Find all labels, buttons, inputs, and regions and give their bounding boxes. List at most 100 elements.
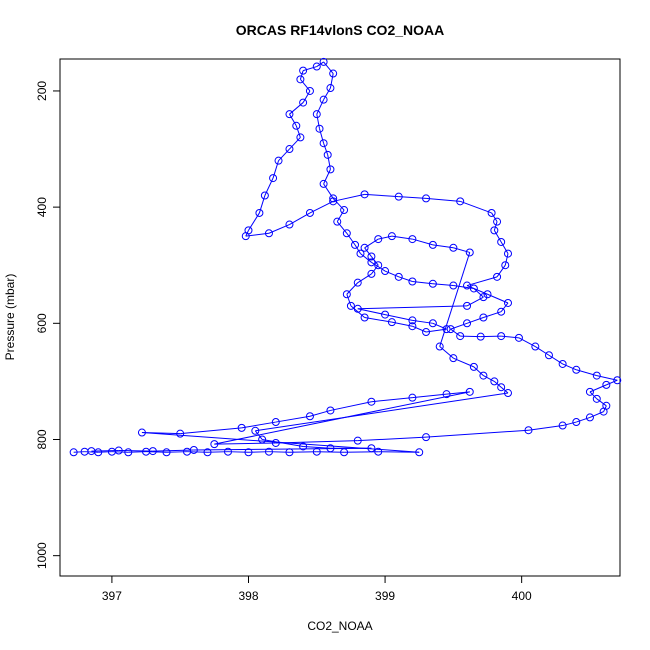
data-point (483, 290, 492, 299)
data-point (315, 124, 324, 133)
data-point (428, 240, 437, 249)
data-point (260, 191, 269, 200)
data-point (162, 448, 171, 457)
series-line-segment (576, 416, 591, 423)
data-point (360, 313, 369, 322)
series-line-segment (466, 296, 484, 307)
data-point (465, 248, 474, 257)
data-point (479, 371, 488, 380)
data-point (340, 448, 349, 457)
series-line-segment (275, 415, 311, 423)
data-point (285, 110, 294, 119)
series-line-segment (141, 432, 181, 435)
series-line-segment (302, 66, 317, 72)
data-point (497, 332, 506, 341)
series-line-segment (330, 401, 372, 411)
data-point (493, 217, 502, 226)
y-axis: 200 400 600 800 1000 (35, 81, 60, 569)
series-line-segment (241, 421, 276, 429)
x-tick-label: 397 (102, 589, 122, 603)
data-point (351, 240, 360, 249)
data-point (422, 433, 431, 442)
series-line-segment (193, 447, 372, 451)
data-point (69, 448, 78, 457)
data-point (244, 448, 253, 457)
data-point (367, 252, 376, 261)
data-point (271, 418, 280, 427)
data-point (203, 448, 212, 457)
data-point (602, 380, 611, 389)
data-point (422, 194, 431, 203)
series-line-segment (412, 325, 427, 333)
data-point (463, 301, 472, 310)
plot-area: 397 398 399 400 200 400 600 800 1000 (35, 57, 622, 603)
series-line-segment (439, 346, 454, 359)
series-line-segment (596, 398, 607, 407)
series-line-segment (128, 451, 147, 453)
series-line-segment (398, 196, 427, 199)
series-line-segment (214, 442, 276, 445)
data-point (353, 304, 362, 313)
data-point (544, 351, 553, 360)
data-point (456, 197, 465, 206)
data-point (296, 75, 305, 84)
data-point (312, 447, 321, 456)
series-line-segment (589, 384, 607, 393)
data-point (367, 444, 376, 453)
data-point (572, 418, 581, 427)
series-line-segment (364, 238, 379, 249)
series-line-segment (278, 148, 290, 161)
data-point (299, 66, 308, 75)
data-point (497, 237, 506, 246)
data-point (415, 448, 424, 457)
series-line-segment (255, 392, 509, 432)
data-point (319, 95, 328, 104)
data-point (87, 447, 96, 456)
data-point (449, 281, 458, 290)
chart-title: ORCAS RF14vlonS CO2_NOAA (236, 22, 444, 38)
series-line-segment (589, 391, 598, 400)
data-point (387, 232, 396, 241)
data-point (137, 428, 146, 437)
data-point (463, 281, 472, 290)
series-line-segment (360, 253, 372, 263)
data-point (323, 150, 332, 159)
data-point (296, 133, 305, 142)
data-point (274, 156, 283, 165)
series-line-segment (272, 160, 280, 179)
data-point (285, 145, 294, 154)
data-point (342, 290, 351, 299)
series-line-segment (412, 393, 447, 399)
data-point (367, 258, 376, 267)
data-point (148, 447, 157, 456)
data-point (285, 220, 294, 229)
data-point (251, 426, 260, 435)
data-point (408, 277, 417, 286)
data-point (602, 401, 611, 410)
data-point (442, 325, 451, 334)
data-point (465, 387, 474, 396)
series-line-segment (289, 102, 304, 115)
data-point (326, 165, 335, 174)
series-line-segment (350, 305, 365, 318)
series-line-segment (323, 61, 334, 74)
y-tick-label: 800 (35, 429, 49, 449)
series-line-segment (494, 381, 502, 388)
series-line-segment (111, 451, 129, 453)
data-point (353, 278, 362, 287)
data-point (449, 354, 458, 363)
data-point (524, 426, 533, 435)
data-point (329, 69, 338, 78)
series-line-segment (483, 375, 495, 382)
data-point (490, 377, 499, 386)
data-point (408, 322, 417, 331)
series-layer (69, 57, 622, 457)
series-line-segment (289, 451, 317, 453)
data-point (374, 235, 383, 244)
data-point (449, 243, 458, 252)
data-point (353, 436, 362, 445)
data-point (469, 284, 478, 293)
series-line-segment (323, 183, 334, 199)
x-tick-label: 399 (375, 589, 395, 603)
series-line-segment (528, 425, 563, 431)
